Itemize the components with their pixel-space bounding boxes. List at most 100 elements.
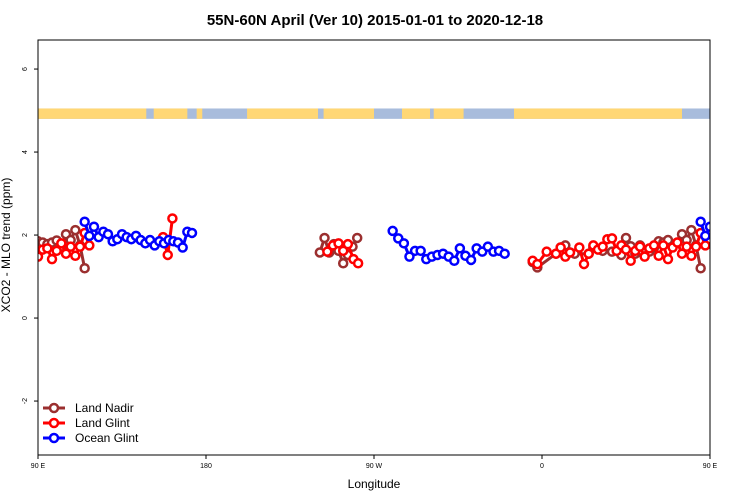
y-tick-label: 0	[22, 316, 29, 320]
land-glint-point	[342, 238, 354, 250]
legend-label-land-glint: Land Glint	[75, 416, 130, 430]
legend-label-ocean-glint: Ocean Glint	[75, 431, 139, 445]
land-glint-point	[686, 250, 697, 262]
land-glint-point	[700, 240, 710, 251]
ocean-glint-point	[398, 238, 410, 249]
land-glint-point	[639, 251, 650, 262]
land-glint-point	[65, 241, 76, 252]
ocean-glint-point	[729, 235, 737, 243]
ocean-glint-point	[465, 254, 477, 266]
land-glint-point	[597, 241, 608, 252]
land-span-7	[514, 108, 682, 119]
ocean-glint-point	[186, 227, 198, 239]
land-nadir-point	[686, 224, 697, 236]
ocean-glint-point	[720, 230, 728, 238]
land-glint-point	[564, 247, 576, 258]
ocean-glint-point	[102, 228, 114, 240]
legend-marker-land-glint	[48, 417, 60, 429]
land-span-0	[38, 108, 147, 119]
plot-area	[38, 108, 750, 274]
ocean-glint-point	[415, 245, 426, 257]
land-glint-point	[352, 258, 364, 269]
ocean-glint-point	[709, 234, 710, 240]
x-tick-label: 90 W	[366, 463, 383, 470]
land-glint-point	[583, 248, 594, 259]
land-glint-point	[333, 238, 344, 249]
ocean-glint-point	[84, 230, 95, 242]
land-glint-point	[648, 240, 660, 251]
land-glint-point	[322, 246, 333, 257]
land-nadir-point	[620, 232, 632, 244]
x-axis: 90 E 180 90 W 0 90 E	[31, 455, 718, 470]
ocean-glint-point	[695, 216, 706, 228]
land-span-3	[247, 108, 318, 119]
land-glint-point	[578, 258, 590, 270]
land-span-6	[433, 108, 464, 119]
legend-label-land-nadir: Land Nadir	[75, 401, 134, 415]
land-glint-point	[574, 242, 585, 253]
y-tick-label: 2	[22, 233, 29, 237]
ocean-glint-point	[734, 230, 742, 238]
land-span-4	[323, 108, 374, 119]
land-glint-point	[555, 242, 566, 253]
land-glint-point	[634, 241, 646, 252]
y-axis-label: XCO2 - MLO trend (ppm)	[0, 178, 13, 313]
land-span-5	[402, 108, 430, 119]
land-glint-point	[46, 253, 58, 265]
land-glint-point	[51, 245, 62, 257]
ocean-glint-point	[725, 237, 733, 245]
land-glint-point	[620, 244, 632, 255]
land-glint-point	[42, 243, 53, 254]
land-nadir-point	[351, 232, 363, 244]
land-glint-point	[38, 251, 44, 262]
legend-marker-land-nadir	[48, 402, 60, 414]
land-glint-point	[70, 250, 81, 262]
land-glint-point	[681, 241, 692, 252]
land-glint-point	[337, 245, 349, 257]
x-tick-label: 90 E	[703, 463, 718, 470]
x-tick-label: 0	[540, 463, 544, 470]
ocean-glint-point	[88, 221, 100, 232]
land-nadir-point	[79, 263, 90, 274]
ocean-glint-point	[79, 216, 90, 228]
land-glint-point	[606, 233, 618, 244]
y-tick-label: -2	[22, 398, 29, 404]
land-glint-point	[541, 246, 552, 257]
land-nadir-point	[695, 263, 706, 274]
chart-title: 55N-60N April (Ver 10) 2015-01-01 to 202…	[207, 12, 543, 29]
ocean-glint-point	[454, 243, 466, 254]
land-glint-point	[658, 240, 669, 251]
legend-marker-ocean-glint	[48, 432, 60, 444]
land-mask-strip	[38, 108, 750, 119]
land-glint-point	[625, 255, 636, 267]
land-glint-point	[84, 240, 95, 251]
y-axis: -2 0 2 4 6	[22, 67, 38, 404]
land-nadir-point	[337, 258, 349, 269]
x-tick-label: 180	[200, 463, 212, 470]
ocean-glint-point	[499, 248, 510, 259]
land-nadir-point	[70, 224, 81, 236]
land-span-8	[710, 108, 750, 118]
land-glint-point	[532, 258, 543, 270]
land-nadir-point	[319, 232, 330, 244]
x-axis-label: Longitude	[348, 477, 401, 491]
land-glint-point	[56, 238, 67, 249]
y-tick-label: 4	[22, 150, 29, 154]
land-span-1	[153, 108, 188, 119]
ocean-glint-point	[715, 228, 723, 236]
land-glint-point	[167, 213, 178, 224]
land-glint-point	[60, 248, 72, 259]
land-glint-point	[690, 241, 702, 252]
land-glint-point	[676, 248, 688, 259]
ocean-glint-point	[387, 225, 398, 237]
land-glint-point	[162, 249, 173, 261]
ocean-glint-point	[449, 255, 460, 267]
ocean-glint-point	[739, 233, 747, 241]
series-layer	[38, 213, 747, 274]
ocean-glint-point	[704, 221, 710, 232]
ocean-glint-point	[177, 242, 188, 253]
land-span-2	[196, 108, 203, 119]
x-tick-label: 90 E	[31, 463, 46, 470]
